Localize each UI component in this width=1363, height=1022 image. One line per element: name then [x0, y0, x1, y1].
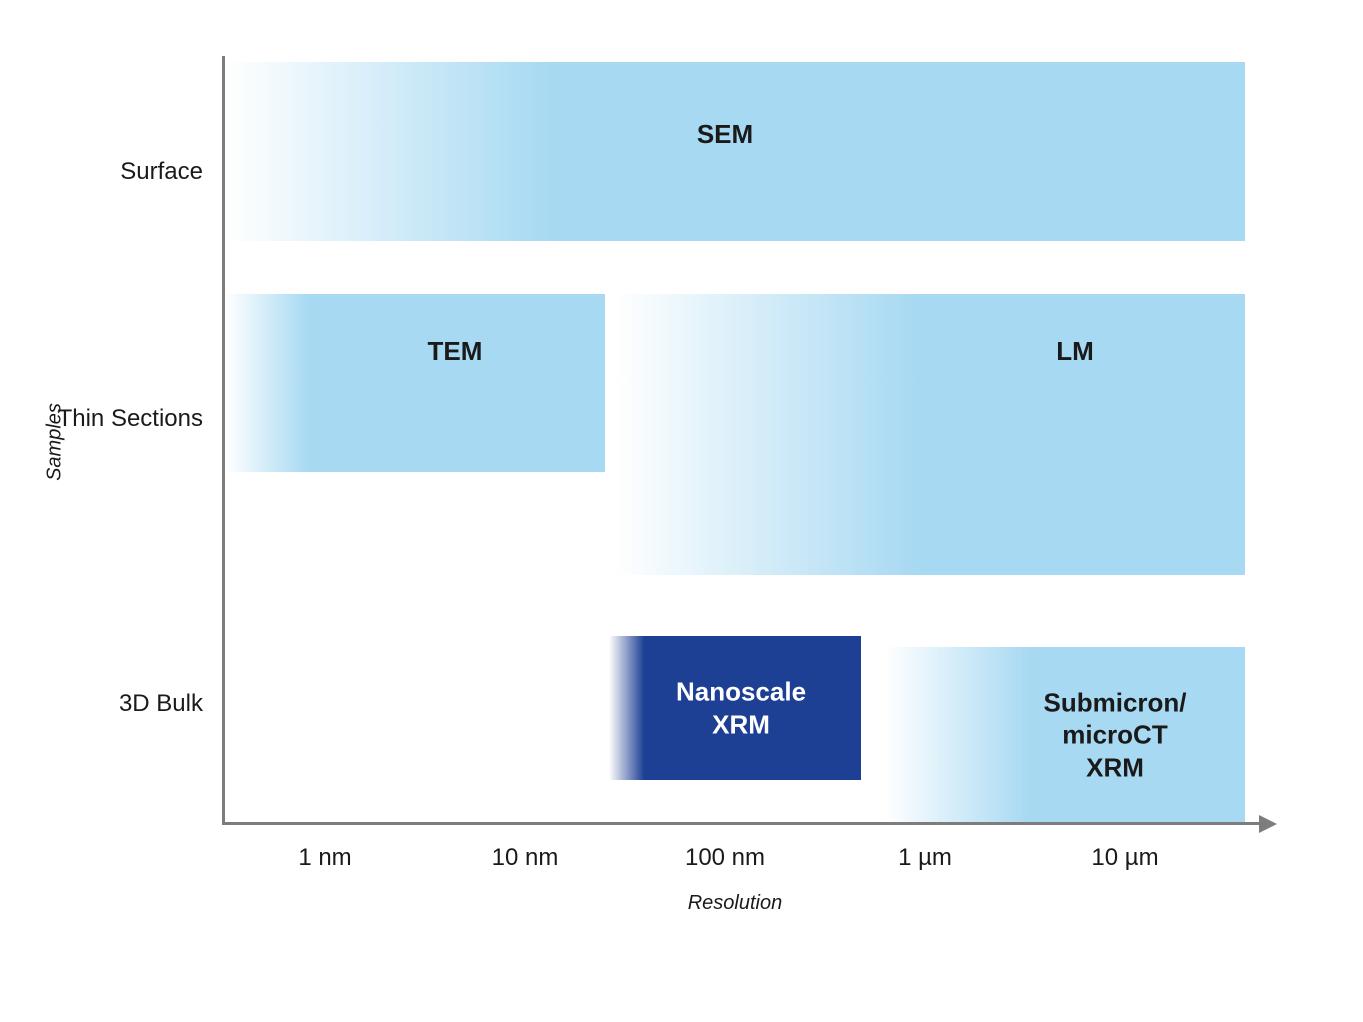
x-axis-line: [222, 822, 1259, 825]
band-tem: [225, 294, 605, 473]
band-sem-label: SEM: [697, 118, 753, 151]
band-tem-label: TEM: [428, 335, 483, 368]
band-lm: [615, 294, 1245, 575]
x-tick: 10 µm: [1091, 844, 1158, 872]
band-nanoxrm-label: Nanoscale XRM: [676, 676, 806, 741]
y-category-thin: Thin Sections: [58, 405, 203, 433]
x-tick: 10 nm: [492, 844, 559, 872]
y-axis-title: Samples: [44, 403, 67, 481]
chart-root: SEM TEM LM Nanoscale XRM Submicron/ microCT …: [0, 0, 1363, 1022]
x-tick: 1 nm: [298, 844, 351, 872]
x-tick: 1 µm: [898, 844, 952, 872]
x-tick: 100 nm: [685, 844, 765, 872]
x-axis-title: Resolution: [688, 892, 783, 915]
y-category-bulk: 3D Bulk: [119, 690, 203, 718]
band-microct-label: Submicron/ microCT XRM: [1043, 686, 1186, 784]
x-axis-arrow: [1259, 815, 1277, 833]
y-category-surface: Surface: [120, 158, 203, 186]
band-sem: [225, 62, 1245, 241]
band-lm-label: LM: [1056, 335, 1094, 368]
